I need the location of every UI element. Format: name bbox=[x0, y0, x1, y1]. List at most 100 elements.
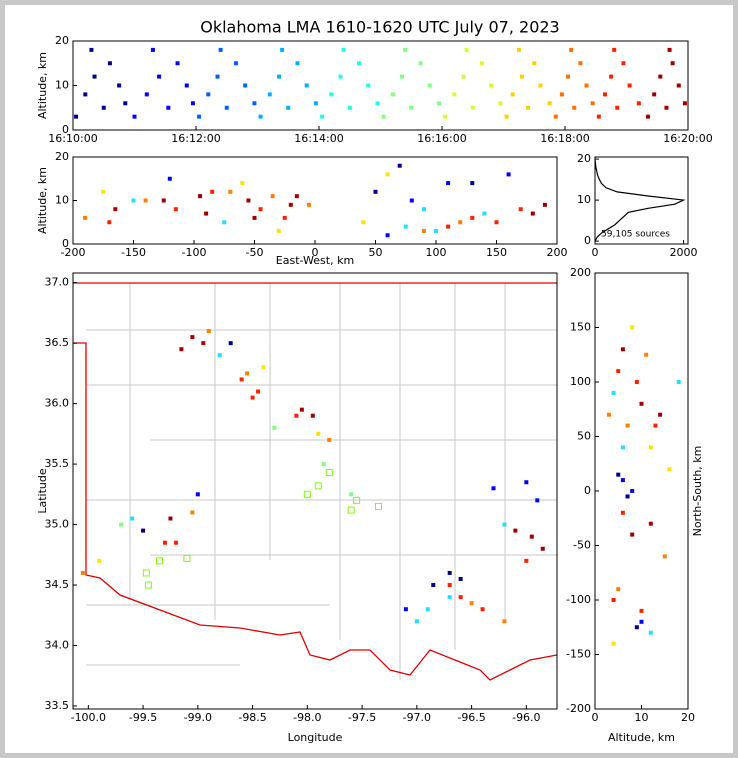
station bbox=[353, 496, 361, 504]
state-boundary bbox=[73, 282, 557, 681]
x-tick-label: 16:16:00 bbox=[417, 132, 466, 145]
source-point bbox=[518, 207, 523, 212]
source-point bbox=[280, 47, 285, 52]
x-tick-label: -98.5 bbox=[238, 711, 266, 724]
x-tick-label: -99.5 bbox=[129, 711, 157, 724]
station bbox=[375, 502, 383, 510]
source-point bbox=[381, 114, 386, 119]
source-point bbox=[446, 224, 451, 229]
source-point bbox=[427, 83, 432, 88]
source-point bbox=[519, 74, 524, 79]
x-tick-label: -100.0 bbox=[71, 711, 106, 724]
source-point bbox=[516, 47, 521, 52]
source-point bbox=[443, 114, 448, 119]
x-tick-label: 50 bbox=[369, 246, 383, 259]
x-tick-label: -97.0 bbox=[403, 711, 431, 724]
source-point bbox=[634, 625, 639, 630]
source-point bbox=[470, 215, 475, 220]
source-point bbox=[157, 74, 162, 79]
x-tick-label: -100 bbox=[182, 246, 207, 259]
source-point bbox=[288, 202, 293, 207]
x-tick-label: 0 bbox=[592, 246, 599, 259]
source-point bbox=[321, 462, 326, 467]
source-point bbox=[602, 92, 607, 97]
source-point bbox=[141, 528, 146, 533]
source-point bbox=[228, 341, 233, 346]
y-tick-label: 20 bbox=[55, 150, 69, 163]
y-axis-label: Altitude, km bbox=[36, 167, 49, 234]
source-point bbox=[228, 189, 233, 194]
x-tick-label: 150 bbox=[486, 246, 507, 259]
points bbox=[80, 329, 545, 624]
y-tick-label: 0 bbox=[62, 237, 69, 250]
source-point bbox=[403, 224, 408, 229]
source-point bbox=[198, 194, 203, 199]
source-point bbox=[538, 83, 543, 88]
x-axis-label: Altitude, km bbox=[608, 731, 675, 744]
source-point bbox=[409, 198, 414, 203]
source-point bbox=[361, 220, 366, 225]
source-point bbox=[447, 570, 452, 575]
source-point bbox=[540, 546, 545, 551]
map-boundaries bbox=[73, 282, 557, 681]
source-point bbox=[240, 181, 245, 186]
x-tick-label: -50 bbox=[246, 246, 264, 259]
points bbox=[74, 47, 687, 119]
source-point bbox=[553, 114, 558, 119]
source-point bbox=[648, 630, 653, 635]
source-point bbox=[316, 431, 321, 436]
source-point bbox=[620, 347, 625, 352]
source-point bbox=[130, 516, 135, 521]
source-point bbox=[373, 189, 378, 194]
source-point bbox=[504, 114, 509, 119]
source-point bbox=[639, 619, 644, 624]
source-point bbox=[646, 114, 651, 119]
source-point bbox=[578, 61, 583, 66]
source-point bbox=[502, 619, 507, 624]
source-point bbox=[390, 92, 395, 97]
source-point bbox=[245, 371, 250, 376]
source-point bbox=[162, 540, 167, 545]
source-point bbox=[630, 489, 635, 493]
source-point bbox=[252, 101, 257, 106]
station bbox=[314, 482, 322, 490]
figure-title: Oklahoma LMA 1610-1620 UTC July 07, 2023 bbox=[200, 18, 559, 37]
source-point bbox=[630, 325, 635, 330]
y-tick-label: 34.5 bbox=[45, 578, 70, 591]
county-lines bbox=[86, 283, 557, 680]
source-point bbox=[299, 407, 304, 412]
source-point bbox=[161, 198, 166, 203]
x-tick-label: 16:20:00 bbox=[663, 132, 712, 145]
source-point bbox=[676, 83, 681, 88]
source-point bbox=[620, 445, 625, 450]
source-point bbox=[616, 587, 621, 592]
source-point bbox=[119, 522, 124, 527]
source-point bbox=[436, 101, 441, 106]
source-point bbox=[286, 105, 291, 110]
source-point bbox=[385, 172, 390, 177]
source-point bbox=[294, 194, 299, 199]
source-point bbox=[385, 233, 390, 238]
source-point bbox=[634, 380, 639, 384]
source-point bbox=[74, 114, 79, 119]
plot-frame bbox=[72, 272, 558, 710]
source-point bbox=[83, 215, 88, 220]
source-point bbox=[397, 163, 402, 168]
source-point bbox=[267, 92, 272, 97]
source-point bbox=[658, 412, 663, 417]
source-point bbox=[653, 423, 658, 428]
source-point bbox=[658, 74, 663, 79]
source-point bbox=[217, 353, 222, 358]
source-point bbox=[195, 492, 200, 497]
y-axis-label: North-South, km bbox=[691, 446, 704, 537]
y-tick-label: 0 bbox=[62, 123, 69, 136]
source-point bbox=[447, 583, 452, 588]
source-point bbox=[347, 105, 352, 110]
source-point bbox=[92, 74, 97, 79]
source-point bbox=[498, 101, 503, 106]
source-point bbox=[101, 189, 106, 194]
y-tick-label: -100 bbox=[566, 593, 591, 606]
x-tick-label: 0 bbox=[312, 246, 319, 259]
source-point bbox=[489, 83, 494, 88]
